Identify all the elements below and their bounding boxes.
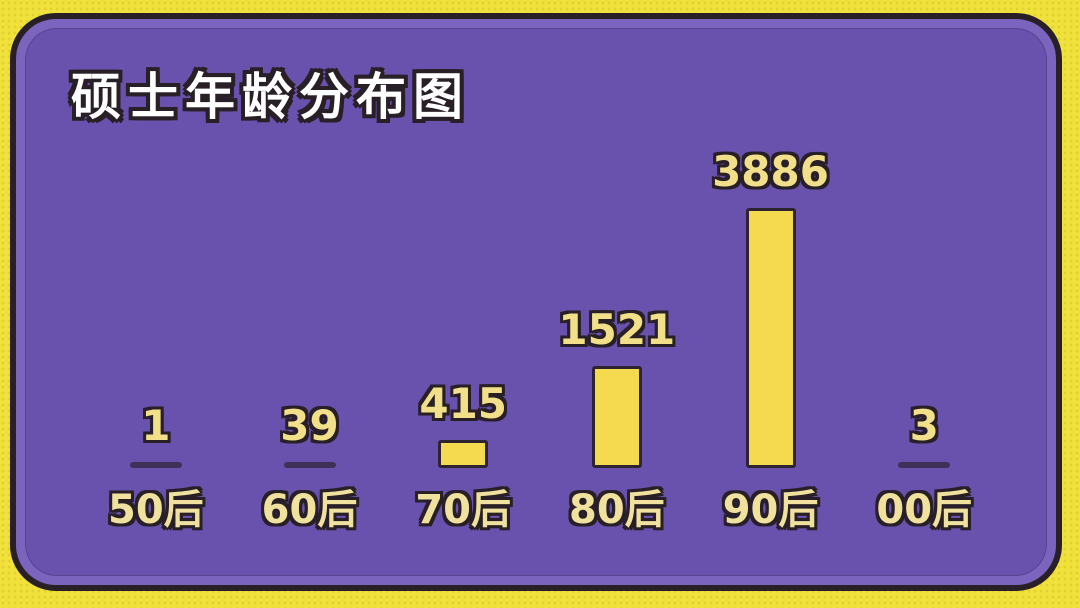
bar-group: 1521 80后 xyxy=(540,28,694,531)
bar-value-label: 39 xyxy=(280,401,339,450)
category-label: 70后 xyxy=(415,487,512,533)
chart-title: 硕士年龄分布图 xyxy=(71,68,470,126)
category-label: 90后 xyxy=(722,487,819,533)
tiny-bar-dash xyxy=(129,462,182,468)
bar-value-label: 415 xyxy=(419,379,508,428)
bar-value-label: 3886 xyxy=(712,147,829,196)
tiny-bar-dash xyxy=(898,462,951,468)
category-label: 80后 xyxy=(569,487,665,533)
tiny-bar-dash xyxy=(283,462,336,468)
bar xyxy=(591,366,642,468)
bar-value-label: 1521 xyxy=(558,305,676,354)
bar xyxy=(438,440,489,468)
chart-panel: 硕士年龄分布图 1 50后 39 60后 415 70后 1521 80后 3886 90后 3 00… xyxy=(10,13,1062,591)
category-label: 50后 xyxy=(108,487,204,533)
bar-group: 415 70后 xyxy=(386,28,540,531)
bar xyxy=(745,208,796,468)
bar-value-label: 1 xyxy=(141,401,171,450)
category-label: 60后 xyxy=(261,487,358,533)
bar-value-label: 3 xyxy=(909,401,939,450)
category-label: 00后 xyxy=(876,487,973,533)
bar-group: 1 50后 xyxy=(79,28,233,531)
bar-group: 39 60后 xyxy=(233,28,387,531)
bar-group: 3886 90后 xyxy=(694,28,848,531)
bar-chart-plot-area: 1 50后 39 60后 415 70后 1521 80后 3886 90后 3 00后 xyxy=(79,28,1001,531)
chart-panel-inner: 硕士年龄分布图 1 50后 39 60后 415 70后 1521 80后 3886 90后 3 00… xyxy=(25,28,1047,576)
bar-group: 3 00后 xyxy=(847,28,1001,531)
